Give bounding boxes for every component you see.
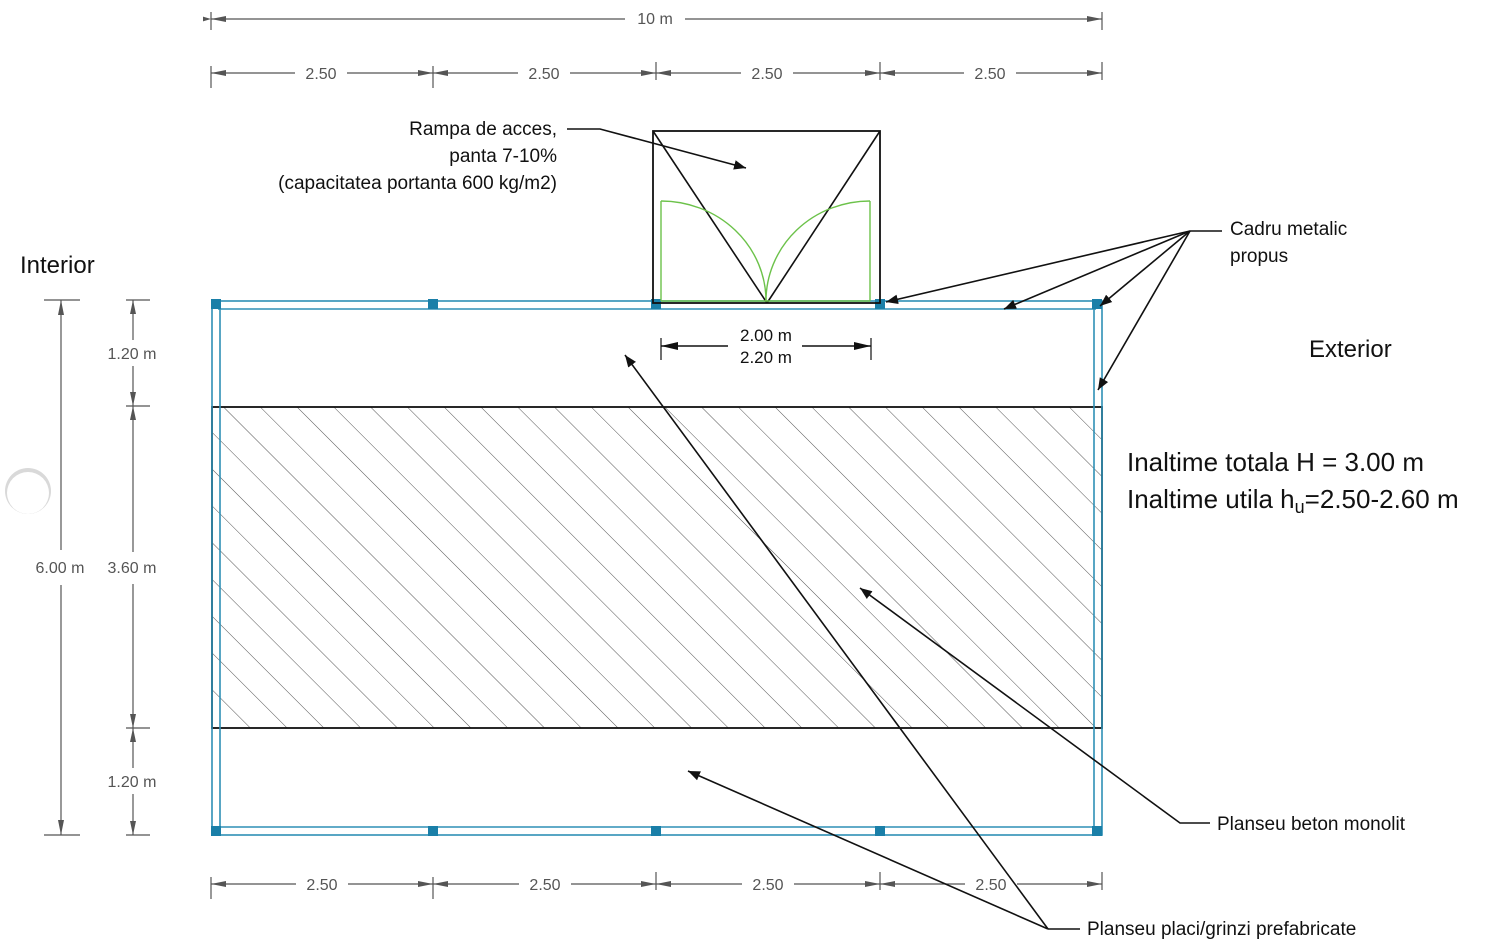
- prefab-slab-label: Planseu placi/grinzi prefabricate: [624, 354, 1356, 940]
- total-width-label: 10 m: [637, 11, 673, 28]
- access-ramp: [652, 130, 881, 304]
- ramp-label: Rampa de acces, panta 7-10% (capacitatea…: [278, 119, 747, 194]
- double-door-swing: [660, 200, 871, 302]
- door-width-label-1: 2.00 m: [740, 326, 792, 345]
- ramp-label-line-3: (capacitatea portanta 600 kg/m2): [278, 173, 557, 194]
- door-width-label-2: 2.20 m: [740, 348, 792, 367]
- total-width-dimension: 10 m: [203, 11, 1103, 30]
- monolithic-slab-label: Planseu beton monolit: [859, 587, 1406, 835]
- bottom-segment-dimensions: 2.50 2.50 2.50 2.50: [210, 872, 1103, 899]
- depth-top-label: 1.20 m: [108, 346, 157, 363]
- interior-label: Interior: [20, 252, 95, 279]
- metal-frame-label-line-2: propus: [1230, 246, 1288, 267]
- ramp-label-line-2: panta 7-10%: [449, 146, 557, 167]
- total-height-label: Inaltime totala H = 3.00 m: [1127, 447, 1424, 477]
- bottom-segment-2: 2.50: [529, 877, 560, 894]
- bottom-segment-3: 2.50: [752, 877, 783, 894]
- metal-frame-label: Cadru metalic propus: [885, 219, 1347, 391]
- metal-frame-label-line-1: Cadru metalic: [1230, 219, 1347, 240]
- frame-columns: [211, 299, 1102, 836]
- exterior-label: Exterior: [1309, 336, 1392, 363]
- top-segment-1: 2.50: [305, 66, 336, 83]
- monolithic-slab: [211, 406, 1103, 729]
- top-segment-dimensions: 2.50 2.50 2.50 2.50: [210, 62, 1103, 88]
- door-width-dimension: 2.00 m 2.20 m: [660, 326, 872, 367]
- depth-segment-dimensions: 1.20 m 3.60 m 1.20 m: [108, 299, 157, 836]
- monolithic-slab-label-text: Planseu beton monolit: [1217, 814, 1406, 835]
- ramp-label-line-1: Rampa de acces,: [409, 119, 557, 140]
- total-depth-dimension: 6.00 m: [36, 299, 85, 836]
- binder-hole: [5, 468, 51, 514]
- top-segment-2: 2.50: [528, 66, 559, 83]
- depth-bottom-label: 1.20 m: [108, 774, 157, 791]
- bottom-segment-4: 2.50: [975, 877, 1006, 894]
- usable-height-label: Inaltime utila hu=2.50-2.60 m: [1127, 484, 1459, 517]
- top-segment-3: 2.50: [751, 66, 782, 83]
- depth-middle-label: 3.60 m: [108, 560, 157, 577]
- top-segment-4: 2.50: [974, 66, 1005, 83]
- bottom-segment-1: 2.50: [306, 877, 337, 894]
- total-depth-label: 6.00 m: [36, 560, 85, 577]
- prefab-slab-label-text: Planseu placi/grinzi prefabricate: [1087, 919, 1356, 940]
